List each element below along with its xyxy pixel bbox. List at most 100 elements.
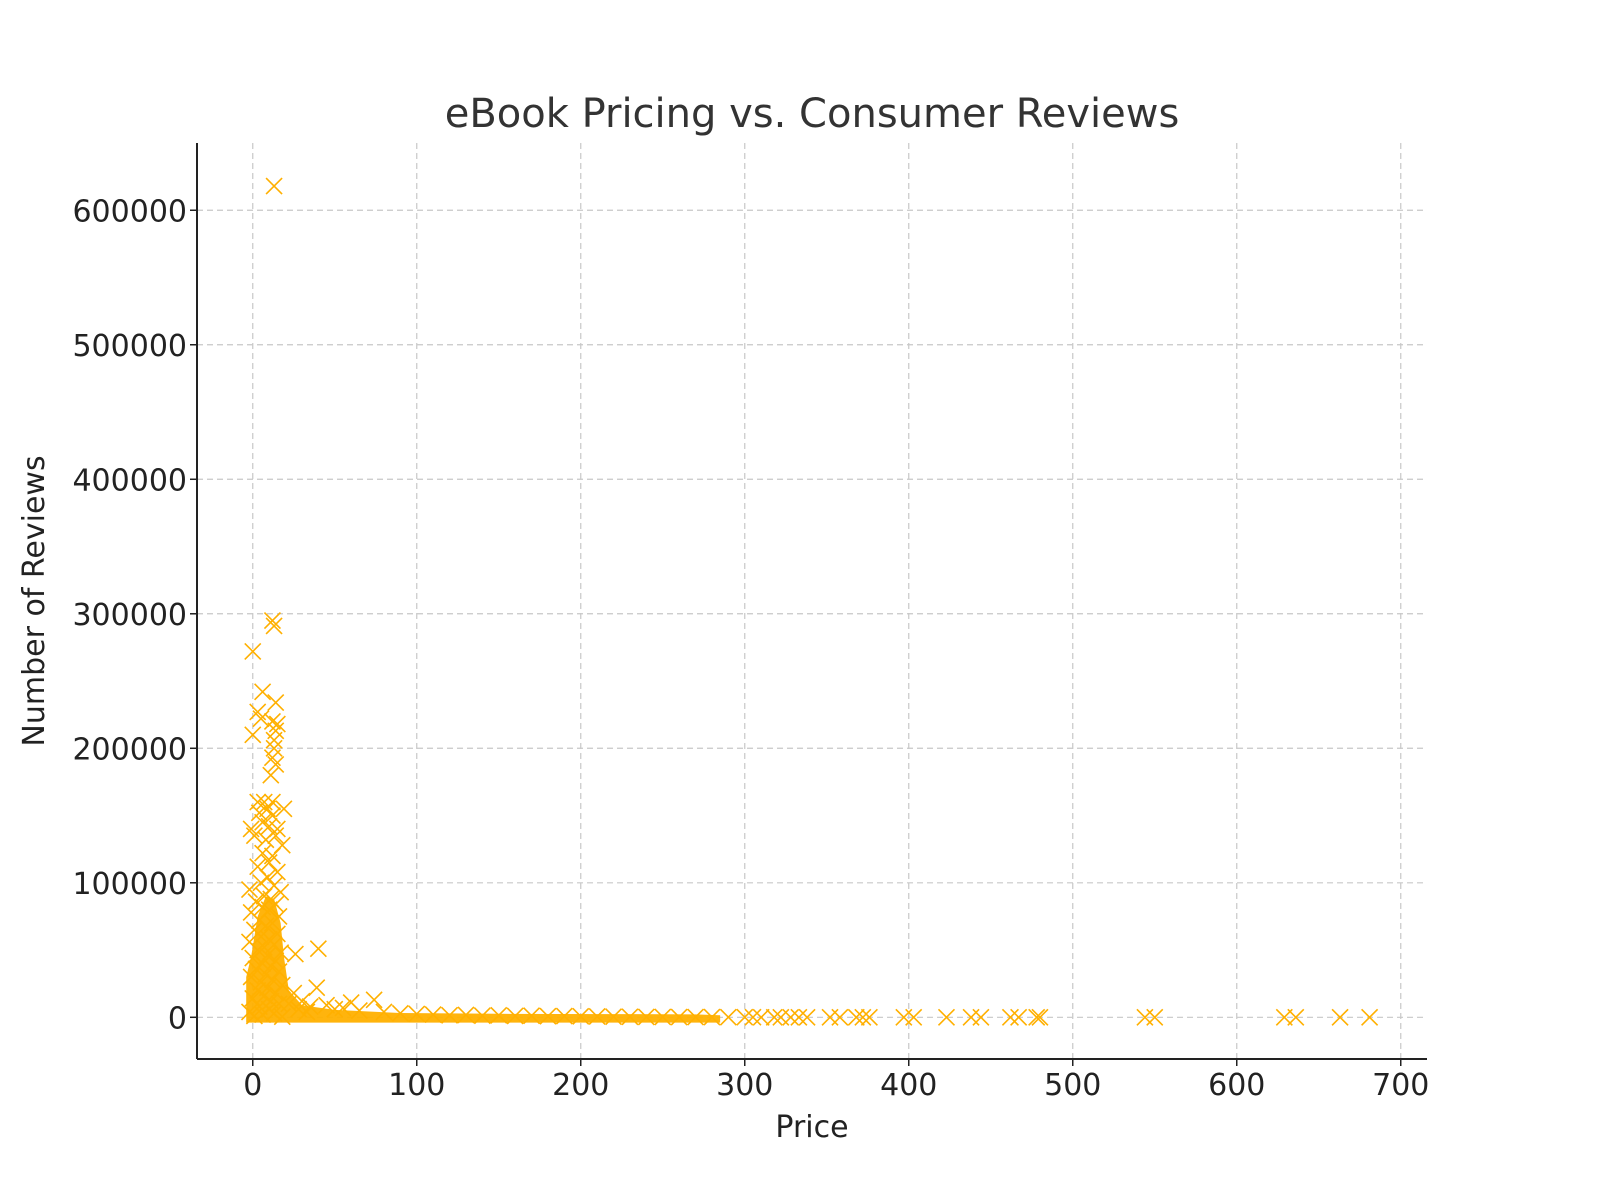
data-point xyxy=(654,1008,672,1026)
data-point xyxy=(490,1006,508,1024)
data-point xyxy=(847,1008,865,1026)
data-point xyxy=(854,1008,872,1026)
data-point xyxy=(268,863,286,881)
data-point xyxy=(572,1007,590,1025)
data-point xyxy=(1028,1008,1046,1026)
data-point xyxy=(249,981,267,999)
data-point xyxy=(273,976,291,994)
data-points-layer xyxy=(240,177,1379,1026)
data-point xyxy=(262,766,280,784)
y-tick-label: 100000 xyxy=(72,867,187,902)
data-point xyxy=(254,898,272,916)
x-tick-label: 300 xyxy=(716,1068,773,1103)
y-tick-label: 500000 xyxy=(72,329,187,364)
y-tick-label: 600000 xyxy=(72,194,187,229)
data-point xyxy=(244,642,262,661)
data-point xyxy=(263,806,282,825)
data-point xyxy=(719,1008,737,1026)
dense-cluster-layer xyxy=(246,896,721,1023)
data-point xyxy=(298,1003,316,1021)
data-point xyxy=(262,957,280,975)
data-point xyxy=(790,1008,808,1026)
data-point xyxy=(703,1008,721,1026)
data-point xyxy=(247,960,265,978)
data-point xyxy=(254,683,272,701)
data-point xyxy=(326,1000,344,1018)
data-point xyxy=(249,703,267,721)
data-point xyxy=(249,941,267,959)
data-point xyxy=(408,1005,426,1023)
data-point xyxy=(258,868,277,886)
data-point xyxy=(273,1008,291,1026)
x-tick-label: 0 xyxy=(243,1068,262,1103)
x-tick-label: 100 xyxy=(388,1068,445,1103)
data-point xyxy=(744,1008,762,1026)
y-tick-label: 200000 xyxy=(72,732,187,767)
data-point xyxy=(831,1008,849,1026)
data-point xyxy=(260,854,278,872)
data-point xyxy=(798,1008,816,1026)
data-point xyxy=(265,617,283,635)
data-point xyxy=(365,991,383,1009)
x-tick-label: 200 xyxy=(552,1068,609,1103)
data-point xyxy=(752,1008,770,1026)
data-point xyxy=(317,996,336,1014)
data-point xyxy=(257,965,275,983)
data-point xyxy=(350,1002,368,1020)
y-tick-label: 300000 xyxy=(72,598,187,633)
ticks-layer: 0 100 200 300 400 500 600 700 0 100000 200000 30000… xyxy=(72,194,1429,1103)
data-point xyxy=(375,1003,393,1021)
data-point xyxy=(555,1007,573,1025)
dense-cluster xyxy=(246,896,721,1023)
data-point xyxy=(252,710,270,728)
data-point xyxy=(1287,1008,1305,1026)
data-point xyxy=(265,936,283,954)
data-point xyxy=(308,979,326,997)
axes-layer xyxy=(196,143,1427,1060)
data-point xyxy=(280,995,298,1013)
grid-layer xyxy=(197,143,1427,1059)
data-point xyxy=(268,715,286,733)
data-point xyxy=(267,984,285,1002)
data-point xyxy=(686,1008,705,1026)
data-point xyxy=(240,880,259,899)
data-point xyxy=(263,971,282,989)
data-point xyxy=(263,611,282,630)
data-point xyxy=(621,1008,639,1026)
data-point xyxy=(263,847,282,865)
data-point xyxy=(506,1007,524,1025)
data-point xyxy=(309,940,327,958)
data-point xyxy=(267,827,285,845)
y-tick-label: 0 xyxy=(168,1001,187,1036)
data-point xyxy=(391,1004,409,1022)
data-point xyxy=(765,1008,783,1026)
data-point xyxy=(424,1006,442,1024)
data-point xyxy=(263,749,282,767)
data-point xyxy=(782,1008,800,1026)
x-tick-label: 700 xyxy=(1372,1068,1429,1103)
x-tick-label: 400 xyxy=(880,1068,937,1103)
data-point xyxy=(821,1008,839,1026)
data-point xyxy=(588,1007,606,1026)
data-point xyxy=(245,827,263,845)
data-point xyxy=(860,1008,878,1026)
data-point xyxy=(263,914,282,932)
data-point xyxy=(249,793,267,811)
data-point xyxy=(972,1008,990,1026)
x-tick-label: 600 xyxy=(1208,1068,1265,1103)
x-tick-label: 500 xyxy=(1044,1068,1101,1103)
data-point xyxy=(254,844,272,862)
data-point xyxy=(905,1008,923,1026)
data-point xyxy=(637,1008,655,1026)
data-point xyxy=(255,887,273,905)
data-point xyxy=(263,712,282,730)
data-point xyxy=(242,968,260,986)
data-point xyxy=(670,1008,688,1026)
data-point xyxy=(1331,1008,1349,1026)
data-point xyxy=(265,177,283,195)
data-point xyxy=(1010,1008,1028,1026)
data-point xyxy=(473,1007,491,1025)
data-point xyxy=(286,945,304,963)
data-point xyxy=(245,1007,263,1025)
